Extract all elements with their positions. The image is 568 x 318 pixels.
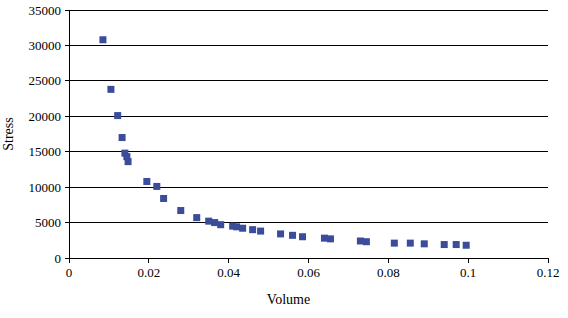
data-points [99, 36, 469, 248]
grid-line [69, 45, 548, 46]
y-tick [65, 80, 69, 81]
grid-line [69, 80, 548, 81]
data-point [289, 232, 296, 239]
data-point [193, 214, 200, 221]
data-point [239, 225, 246, 232]
chart-container: 0 5000 10000 15000 20000 25000 30000 35000 0 0.02… [0, 0, 568, 318]
grid-line [69, 10, 548, 11]
data-point [321, 235, 328, 242]
data-point [277, 230, 284, 237]
data-point [233, 223, 240, 230]
y-tick [65, 45, 69, 46]
data-point [114, 112, 121, 119]
x-tick-label: 0.02 [137, 265, 160, 280]
data-point [421, 240, 428, 247]
data-point [99, 36, 106, 43]
data-point [357, 237, 364, 244]
data-point [177, 207, 184, 214]
data-point [327, 235, 334, 242]
y-tick [65, 116, 69, 117]
y-tick-label: 15000 [29, 144, 62, 159]
x-tick-label: 0.06 [297, 265, 320, 280]
y-tick [65, 258, 69, 259]
x-tick-label: 0.08 [377, 265, 400, 280]
y-tick [65, 187, 69, 188]
x-tick [69, 258, 70, 263]
data-point [217, 221, 224, 228]
x-tick [548, 258, 549, 263]
data-point [407, 240, 414, 247]
y-tick-label: 0 [55, 251, 62, 266]
y-axis-title: Stress [1, 117, 16, 150]
y-tick-label: 10000 [29, 180, 62, 195]
data-point [249, 226, 256, 233]
data-point [107, 86, 114, 93]
data-point [363, 238, 370, 245]
data-point [391, 240, 398, 247]
x-tick-label: 0.04 [217, 265, 240, 280]
data-point [160, 195, 167, 202]
y-tick [65, 10, 69, 11]
data-point [463, 242, 470, 249]
x-tick [468, 258, 469, 263]
x-tick [148, 258, 149, 263]
x-tick [308, 258, 309, 263]
data-point [205, 218, 212, 225]
data-point [453, 241, 460, 248]
grid-line [69, 116, 548, 117]
chart-svg: 0 5000 10000 15000 20000 25000 30000 35000 0 0.02… [0, 0, 568, 318]
grid-line [69, 187, 548, 188]
data-point [119, 134, 126, 141]
y-axis-line [69, 10, 70, 258]
x-tick [388, 258, 389, 263]
data-point [143, 178, 150, 185]
x-tick [228, 258, 229, 263]
x-tick-label: 0 [66, 265, 73, 280]
grid-line [69, 151, 548, 152]
y-tick-label: 20000 [29, 109, 62, 124]
x-tick-label: 0.12 [537, 265, 560, 280]
x-tick-label: 0.1 [460, 265, 476, 280]
data-point [153, 183, 160, 190]
y-tick [65, 151, 69, 152]
data-point [211, 219, 218, 226]
y-tick [65, 222, 69, 223]
y-tick-label: 30000 [29, 38, 62, 53]
data-point [257, 228, 264, 235]
x-axis-title: Volume [267, 292, 310, 307]
data-point [125, 158, 132, 165]
y-tick-label: 25000 [29, 73, 62, 88]
y-tick-label: 35000 [29, 3, 62, 18]
y-tick-label: 5000 [35, 215, 61, 230]
data-point [299, 233, 306, 240]
grid-line [69, 222, 548, 223]
data-point [441, 241, 448, 248]
